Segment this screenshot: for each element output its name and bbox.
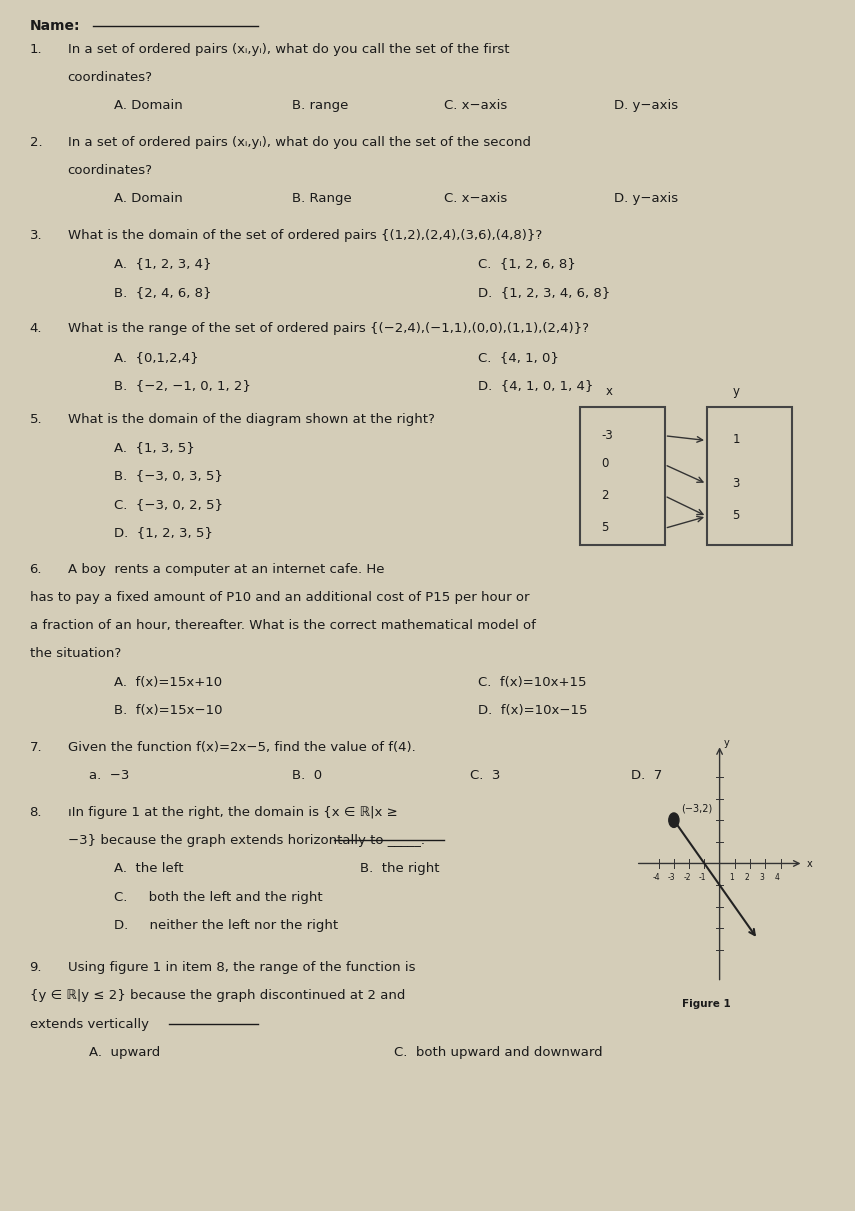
Text: y: y bbox=[724, 737, 729, 748]
Text: What is the domain of the set of ordered pairs {(1,2),(2,4),(3,6),(4,8)}?: What is the domain of the set of ordered… bbox=[68, 229, 542, 242]
Text: 7.: 7. bbox=[30, 741, 42, 753]
Text: A.  upward: A. upward bbox=[89, 1046, 160, 1058]
Bar bbox=[580, 407, 664, 545]
Text: the situation?: the situation? bbox=[30, 648, 121, 660]
Text: 6.: 6. bbox=[30, 563, 42, 575]
Text: A. Domain: A. Domain bbox=[115, 99, 183, 113]
Text: C.  {4, 1, 0}: C. {4, 1, 0} bbox=[478, 351, 559, 363]
Text: Figure 1: Figure 1 bbox=[681, 999, 730, 1009]
Text: a fraction of an hour, thereafter. What is the correct mathematical model of: a fraction of an hour, thereafter. What … bbox=[30, 619, 535, 632]
Text: A.  f(x)=15x+10: A. f(x)=15x+10 bbox=[115, 676, 222, 689]
Text: D.     neither the left nor the right: D. neither the left nor the right bbox=[115, 919, 339, 931]
Text: B.  {2, 4, 6, 8}: B. {2, 4, 6, 8} bbox=[115, 286, 212, 299]
Text: In a set of ordered pairs (xᵢ,yᵢ), what do you call the set of the first: In a set of ordered pairs (xᵢ,yᵢ), what … bbox=[68, 42, 510, 56]
Text: C.  f(x)=10x+15: C. f(x)=10x+15 bbox=[478, 676, 587, 689]
Text: extends vertically: extends vertically bbox=[30, 1017, 149, 1031]
Text: B. range: B. range bbox=[292, 99, 348, 113]
Text: B.  f(x)=15x−10: B. f(x)=15x−10 bbox=[115, 704, 223, 717]
Text: A.  the left: A. the left bbox=[115, 862, 184, 876]
Text: B.  {−2, −1, 0, 1, 2}: B. {−2, −1, 0, 1, 2} bbox=[115, 379, 251, 392]
Text: A. Domain: A. Domain bbox=[115, 193, 183, 206]
Text: B.  0: B. 0 bbox=[292, 769, 322, 782]
Text: D.  f(x)=10x−15: D. f(x)=10x−15 bbox=[478, 704, 587, 717]
Text: 0: 0 bbox=[601, 458, 609, 470]
Text: 1: 1 bbox=[729, 873, 734, 882]
Text: Given the function f(x)=2x−5, find the value of f(4).: Given the function f(x)=2x−5, find the v… bbox=[68, 741, 416, 753]
Text: A.  {0,1,2,4}: A. {0,1,2,4} bbox=[115, 351, 199, 363]
Circle shape bbox=[669, 813, 679, 827]
Text: -4: -4 bbox=[652, 873, 660, 882]
Text: ıIn figure 1 at the right, the domain is {x ∈ ℝ|x ≥: ıIn figure 1 at the right, the domain is… bbox=[68, 805, 398, 819]
Text: 2: 2 bbox=[744, 873, 749, 882]
Text: Name:: Name: bbox=[30, 18, 80, 33]
Text: In a set of ordered pairs (xᵢ,yᵢ), what do you call the set of the second: In a set of ordered pairs (xᵢ,yᵢ), what … bbox=[68, 136, 531, 149]
Text: y: y bbox=[732, 385, 740, 398]
Text: C. x−axis: C. x−axis bbox=[445, 193, 508, 206]
Text: a.  −3: a. −3 bbox=[89, 769, 129, 782]
Text: (−3,2): (−3,2) bbox=[681, 803, 712, 814]
Text: C.  {−3, 0, 2, 5}: C. {−3, 0, 2, 5} bbox=[115, 498, 223, 511]
Text: 1: 1 bbox=[732, 434, 740, 447]
Text: x: x bbox=[605, 385, 612, 398]
Text: x: x bbox=[806, 859, 812, 868]
Text: 1.: 1. bbox=[30, 42, 42, 56]
Text: 4: 4 bbox=[775, 873, 780, 882]
Text: D. y−axis: D. y−axis bbox=[614, 193, 678, 206]
Text: -3: -3 bbox=[601, 429, 613, 442]
Text: −3} because the graph extends horizontally to _____.: −3} because the graph extends horizontal… bbox=[68, 834, 425, 846]
Text: B.  the right: B. the right bbox=[360, 862, 439, 876]
Text: B.  {−3, 0, 3, 5}: B. {−3, 0, 3, 5} bbox=[115, 470, 223, 482]
Text: C.     both the left and the right: C. both the left and the right bbox=[115, 890, 323, 903]
Text: D.  7: D. 7 bbox=[631, 769, 662, 782]
Text: -1: -1 bbox=[699, 873, 706, 882]
Text: What is the domain of the diagram shown at the right?: What is the domain of the diagram shown … bbox=[68, 413, 434, 426]
Text: has to pay a fixed amount of P10 and an additional cost of P15 per hour or: has to pay a fixed amount of P10 and an … bbox=[30, 591, 529, 604]
Text: {y ∈ ℝ|y ≤ 2} because the graph discontinued at 2 and: {y ∈ ℝ|y ≤ 2} because the graph disconti… bbox=[30, 989, 405, 1003]
Text: D. y−axis: D. y−axis bbox=[614, 99, 678, 113]
Bar bbox=[707, 407, 792, 545]
Text: 3: 3 bbox=[732, 477, 740, 489]
Text: 3: 3 bbox=[759, 873, 764, 882]
Text: C.  {1, 2, 6, 8}: C. {1, 2, 6, 8} bbox=[478, 258, 576, 270]
Text: D.  {1, 2, 3, 5}: D. {1, 2, 3, 5} bbox=[115, 526, 213, 539]
Text: 5.: 5. bbox=[30, 413, 42, 426]
Text: D.  {1, 2, 3, 4, 6, 8}: D. {1, 2, 3, 4, 6, 8} bbox=[478, 286, 610, 299]
Text: D.  {4, 1, 0, 1, 4}: D. {4, 1, 0, 1, 4} bbox=[478, 379, 593, 392]
Text: C.  both upward and downward: C. both upward and downward bbox=[393, 1046, 602, 1058]
Text: Using figure 1 in item 8, the range of the function is: Using figure 1 in item 8, the range of t… bbox=[68, 962, 416, 974]
Text: 4.: 4. bbox=[30, 322, 42, 335]
Text: A boy  rents a computer at an internet cafe. He: A boy rents a computer at an internet ca… bbox=[68, 563, 384, 575]
Text: -2: -2 bbox=[683, 873, 691, 882]
Text: 8.: 8. bbox=[30, 805, 42, 819]
Text: A.  {1, 2, 3, 4}: A. {1, 2, 3, 4} bbox=[115, 258, 212, 270]
Text: B. Range: B. Range bbox=[292, 193, 351, 206]
Text: coordinates?: coordinates? bbox=[68, 71, 153, 84]
Text: coordinates?: coordinates? bbox=[68, 165, 153, 177]
Text: 2: 2 bbox=[601, 489, 609, 501]
Text: 2.: 2. bbox=[30, 136, 42, 149]
Text: 9.: 9. bbox=[30, 962, 42, 974]
Text: -3: -3 bbox=[668, 873, 675, 882]
Text: C.  3: C. 3 bbox=[470, 769, 500, 782]
Text: 5: 5 bbox=[732, 509, 740, 522]
Text: What is the range of the set of ordered pairs {(−2,4),(−1,1),(0,0),(1,1),(2,4)}?: What is the range of the set of ordered … bbox=[68, 322, 588, 335]
Text: C. x−axis: C. x−axis bbox=[445, 99, 508, 113]
Text: A.  {1, 3, 5}: A. {1, 3, 5} bbox=[115, 441, 195, 454]
Text: 3.: 3. bbox=[30, 229, 42, 242]
Text: 5: 5 bbox=[601, 521, 609, 534]
